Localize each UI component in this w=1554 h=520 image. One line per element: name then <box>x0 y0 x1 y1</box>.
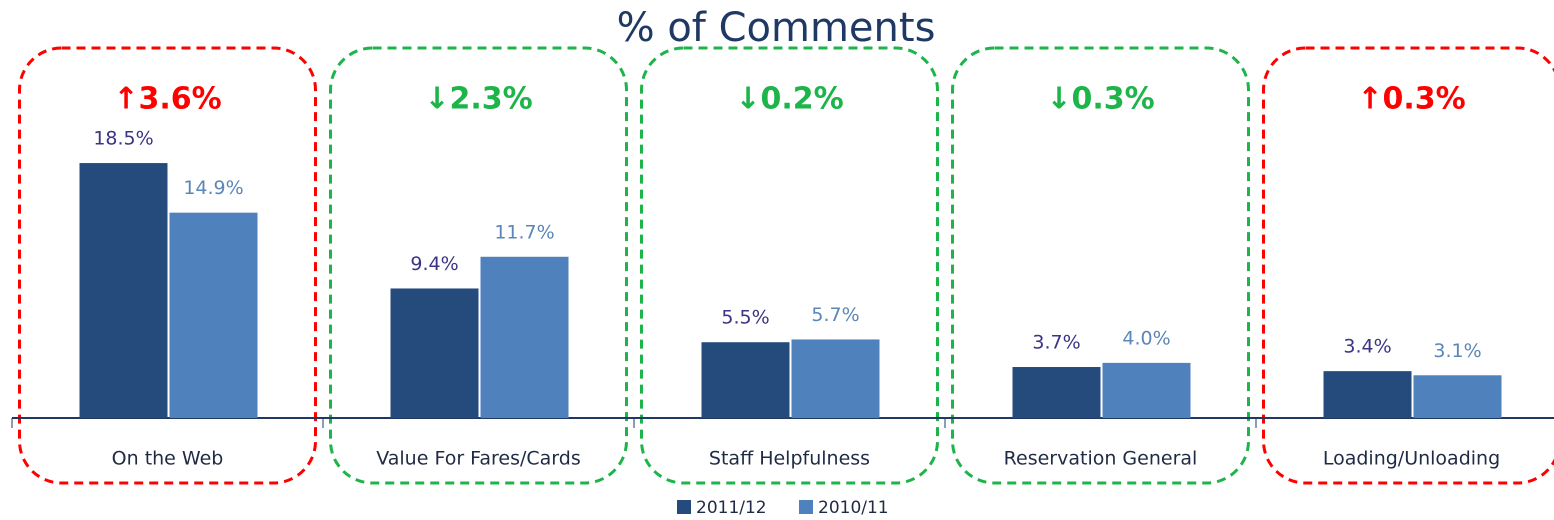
value-label: 4.0% <box>1122 327 1170 349</box>
chart-title: % of Comments <box>617 5 936 51</box>
value-label: 3.1% <box>1433 340 1481 362</box>
bar <box>390 288 479 418</box>
legend-swatch <box>799 500 813 514</box>
x-tick-label: Reservation General <box>1004 448 1198 470</box>
bar <box>1102 362 1191 418</box>
bar <box>701 342 790 418</box>
group-box <box>951 46 1250 485</box>
change-annotation: ↓0.2% <box>735 82 843 117</box>
change-annotation: ↓0.3% <box>1046 82 1154 117</box>
group-box <box>18 46 317 485</box>
group-box <box>329 46 628 485</box>
group-box <box>1262 46 1554 485</box>
legend-label: 2011/12 <box>696 498 767 518</box>
value-label: 5.7% <box>811 304 859 326</box>
bar <box>1413 375 1502 418</box>
x-tick-label: Value For Fares/Cards <box>376 448 581 470</box>
group-box <box>640 46 939 485</box>
bar <box>480 256 569 418</box>
x-tick-label: Staff Helpfulness <box>709 448 870 470</box>
bar <box>79 163 168 418</box>
value-label: 11.7% <box>494 221 554 243</box>
legend-swatch <box>677 500 691 514</box>
legend-label: 2010/11 <box>818 498 889 518</box>
change-annotation: ↑0.3% <box>1357 82 1465 117</box>
x-tick-label: On the Web <box>112 448 224 470</box>
value-label: 5.5% <box>721 307 769 329</box>
value-label: 18.5% <box>93 128 153 150</box>
bar <box>1012 367 1101 418</box>
value-label: 14.9% <box>183 177 243 199</box>
change-annotation: ↓2.3% <box>424 82 532 117</box>
bar <box>169 212 258 418</box>
value-label: 3.4% <box>1343 336 1391 358</box>
value-label: 3.7% <box>1032 332 1080 354</box>
value-label: 9.4% <box>410 253 458 275</box>
bar <box>791 339 880 418</box>
change-annotation: ↑3.6% <box>113 82 221 117</box>
x-tick-label: Loading/Unloading <box>1323 448 1500 470</box>
bar <box>1323 371 1412 418</box>
